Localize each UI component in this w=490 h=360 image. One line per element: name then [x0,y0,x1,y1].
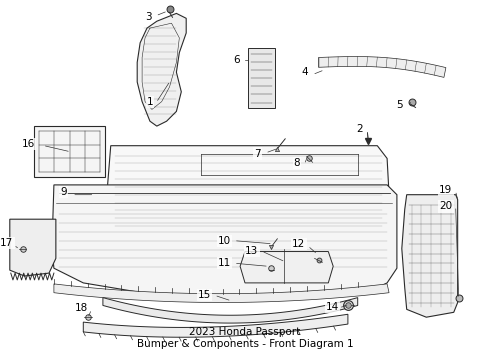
Text: 15: 15 [198,290,212,300]
Text: 17: 17 [0,238,14,248]
Text: 9: 9 [60,187,67,197]
Text: 13: 13 [245,246,259,256]
Polygon shape [83,314,348,337]
Text: 12: 12 [292,239,306,249]
Text: 18: 18 [74,303,88,313]
Text: 2: 2 [356,124,363,134]
Text: 10: 10 [218,236,231,246]
Text: 16: 16 [22,139,35,149]
Polygon shape [54,284,389,302]
Polygon shape [137,13,186,126]
Polygon shape [402,195,458,317]
Text: 6: 6 [233,55,240,66]
Text: 19: 19 [439,185,453,195]
Text: 3: 3 [146,12,152,22]
Text: 7: 7 [254,149,261,158]
Text: 20: 20 [440,202,452,211]
Polygon shape [318,57,446,77]
Text: 11: 11 [218,258,231,268]
Text: 1: 1 [147,96,153,107]
Text: 5: 5 [396,100,403,109]
Text: 2023 Honda Passport
Bumper & Components - Front Diagram 1: 2023 Honda Passport Bumper & Components … [137,327,353,348]
Polygon shape [107,146,389,234]
Text: 14: 14 [325,302,339,312]
Text: 4: 4 [301,67,308,77]
Text: 8: 8 [294,158,300,168]
Bar [248,48,275,108]
Polygon shape [240,252,333,283]
Bar [34,126,105,177]
Polygon shape [103,298,358,323]
Polygon shape [10,219,56,276]
Polygon shape [52,185,397,298]
